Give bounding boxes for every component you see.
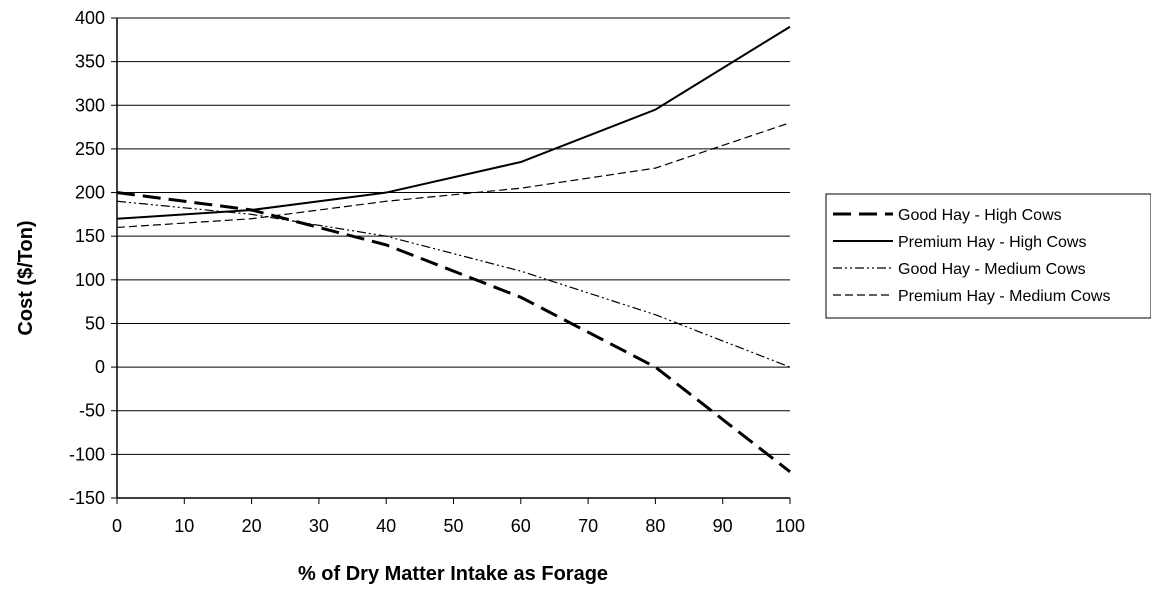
x-tick-label: 30 bbox=[309, 516, 329, 536]
series-line-4 bbox=[116, 122, 791, 229]
x-tick-label: 100 bbox=[775, 516, 805, 536]
legend-items: Good Hay - High Cows Premium Hay - High C… bbox=[833, 207, 1110, 305]
x-tick-label: 60 bbox=[511, 516, 531, 536]
y-tick-label: 150 bbox=[75, 226, 105, 246]
x-tick-label: 90 bbox=[713, 516, 733, 536]
y-tick-label: 300 bbox=[75, 95, 105, 115]
legend-label: Good Hay - High Cows bbox=[898, 207, 1062, 224]
series-lines bbox=[116, 25, 791, 474]
legend: Good Hay - High Cows Premium Hay - High C… bbox=[825, 193, 1151, 319]
x-tick-label: 80 bbox=[645, 516, 665, 536]
y-tick-label: 400 bbox=[75, 8, 105, 28]
y-axis-title: Cost ($/Ton) bbox=[15, 220, 37, 335]
y-tick-label: 250 bbox=[75, 139, 105, 159]
y-tick-label: 350 bbox=[75, 52, 105, 72]
axes bbox=[111, 17, 791, 504]
x-tick-label: 20 bbox=[242, 516, 262, 536]
legend-box bbox=[825, 193, 1151, 319]
y-tick-label: 0 bbox=[95, 357, 105, 377]
y-tick-labels: 400 350 300 250 200 150 100 50 0 -50 -100 -150 bbox=[69, 8, 105, 508]
x-tick-label: 10 bbox=[174, 516, 194, 536]
x-tick-label: 50 bbox=[443, 516, 463, 536]
y-tick-label: -50 bbox=[79, 401, 105, 421]
legend-label: Good Hay - Medium Cows bbox=[898, 261, 1086, 278]
y-tick-label: 50 bbox=[85, 313, 105, 333]
series-line-2 bbox=[116, 25, 791, 220]
series-line-3 bbox=[116, 200, 791, 368]
legend-label: Premium Hay - Medium Cows bbox=[898, 288, 1110, 305]
x-tick-label: 40 bbox=[376, 516, 396, 536]
y-tick-label: -100 bbox=[69, 444, 105, 464]
y-tick-label: 200 bbox=[75, 183, 105, 203]
legend-label: Premium Hay - High Cows bbox=[898, 234, 1086, 251]
x-tick-label: 70 bbox=[578, 516, 598, 536]
series-line-1 bbox=[116, 191, 791, 474]
y-tick-label: 100 bbox=[75, 270, 105, 290]
y-tick-label: -150 bbox=[69, 488, 105, 508]
x-axis-title: % of Dry Matter Intake as Forage bbox=[298, 563, 608, 585]
x-tick-labels: 0 10 20 30 40 50 60 70 80 90 100 bbox=[112, 516, 805, 536]
x-tick-label: 0 bbox=[112, 516, 122, 536]
